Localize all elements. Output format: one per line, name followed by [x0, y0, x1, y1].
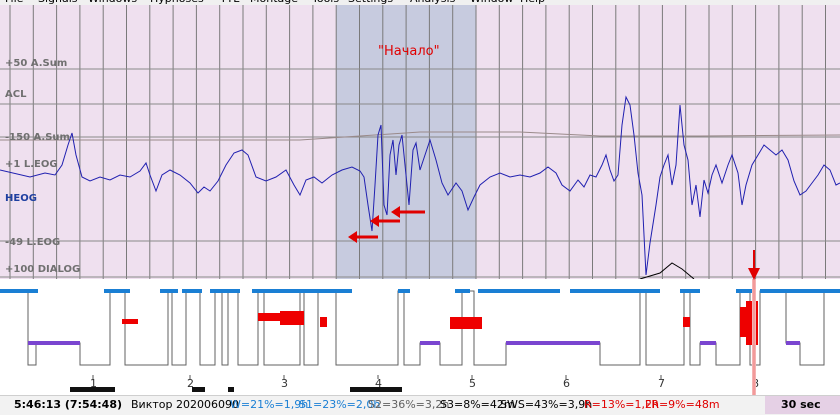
wake-segment — [478, 289, 560, 293]
wake-segment — [182, 289, 202, 293]
ch-label-acl: ACL — [5, 89, 27, 100]
artifact-block — [280, 311, 304, 325]
annotation-label: "Начало" — [378, 44, 440, 59]
wake-segments — [0, 289, 840, 293]
ch-label-leog1: +1 L.EOG — [5, 159, 58, 170]
menu-item-analysis[interactable]: Analysis — [410, 0, 455, 5]
status-fr: FR=9%=48m — [645, 398, 720, 411]
menu-item-ttl[interactable]: TTL — [220, 0, 239, 5]
arrow-3-head — [348, 231, 357, 243]
menu-item-hypnoses[interactable]: Hypnoses — [150, 0, 204, 5]
sws-bar — [70, 387, 115, 392]
wake-segment — [398, 289, 410, 293]
artifact-block — [683, 317, 690, 327]
ch-label-dialog: +100 DIALOG — [5, 264, 80, 275]
wake-segment — [210, 289, 240, 293]
status-wake: W=21%=1,9h — [230, 398, 309, 411]
epoch-mark-label: 4 — [375, 377, 382, 390]
menu-item-window[interactable]: Window — [470, 0, 513, 5]
hypnogram-background — [0, 279, 840, 395]
menu-item-settings[interactable]: Settings — [348, 0, 393, 5]
arrow-1-head — [391, 206, 400, 218]
status-bar: 5:46:13 (7:54:48) Виктор 202006090 W=21%… — [0, 395, 840, 415]
rem-segment — [28, 341, 80, 345]
rem-segment — [786, 341, 800, 345]
artifact-block — [320, 317, 327, 327]
rem-segment — [700, 341, 716, 345]
position-arrow-head — [748, 268, 760, 280]
channel-baselines — [0, 68, 840, 278]
epoch-mark-label: 5 — [469, 377, 476, 390]
asum-trace — [0, 131, 840, 141]
wake-segment — [570, 289, 660, 293]
menu-item-file[interactable]: File — [5, 0, 23, 5]
wake-segment — [104, 289, 130, 293]
wake-segment — [160, 289, 178, 293]
menu-item-help[interactable]: Help — [520, 0, 545, 5]
sws-bar — [192, 387, 205, 392]
sws-bar — [350, 387, 402, 392]
epoch-mark-label: 7 — [658, 377, 665, 390]
sws-bar — [228, 387, 234, 392]
signal-view[interactable]: +50 A.Sum ACL -150 A.Sum +1 L.EOG HEOG -… — [0, 5, 840, 279]
status-rem: R=13%=1,2h — [584, 398, 659, 411]
status-time: 5:46:13 (7:54:48) — [14, 398, 123, 411]
status-epoch-length[interactable]: 30 sec — [765, 396, 840, 414]
status-s2: S2=36%=3,2h — [368, 398, 450, 411]
hypnogram[interactable]: 12345678 — [0, 279, 840, 395]
wake-segment — [680, 289, 700, 293]
menu-item-montage[interactable]: Montage — [250, 0, 298, 5]
wake-segment — [0, 289, 38, 293]
wake-segment — [455, 289, 470, 293]
ch-label-asum50: +50 A.Sum — [5, 58, 67, 69]
menu-item-windows[interactable]: Windows — [88, 0, 137, 5]
time-grid — [9, 5, 826, 279]
sws-bars — [70, 387, 402, 392]
arrow-2-head — [370, 215, 379, 227]
rem-segments — [28, 341, 800, 345]
menu-item-tools[interactable]: Tools — [312, 0, 339, 5]
dialog-trace — [639, 262, 695, 279]
menu-item-signals[interactable]: Signals — [38, 0, 78, 5]
artifact-block — [122, 319, 138, 324]
position-arrow — [748, 250, 760, 280]
rem-segment — [506, 341, 600, 345]
status-s1: S1=23%=2,0h — [299, 398, 381, 411]
ch-label-asum150: -150 A.Sum — [5, 132, 70, 143]
rem-segment — [420, 341, 440, 345]
status-patient: Виктор 202006090 — [131, 398, 239, 411]
epoch-mark-label: 6 — [563, 377, 570, 390]
hypnogram-path — [0, 290, 840, 366]
status-sws: SWS=43%=3,9h — [500, 398, 593, 411]
status-s3: S3=8%=42m — [440, 398, 515, 411]
heog-trace — [0, 95, 840, 276]
wake-segment — [252, 289, 352, 293]
wake-segment — [736, 289, 752, 293]
hypnogram-stage-lines — [0, 290, 840, 366]
annotation-arrows — [348, 206, 425, 243]
ch-label-leog49: -49 L.EOG — [5, 237, 60, 248]
epoch-mark-label: 3 — [281, 377, 288, 390]
ch-label-heog: HEOG — [5, 193, 37, 204]
epoch-mark-label: 1 — [90, 377, 97, 390]
epoch-mark-label: 2 — [187, 377, 194, 390]
artifact-block — [740, 307, 750, 337]
wake-segment — [760, 289, 840, 293]
artifact-block — [450, 317, 482, 329]
